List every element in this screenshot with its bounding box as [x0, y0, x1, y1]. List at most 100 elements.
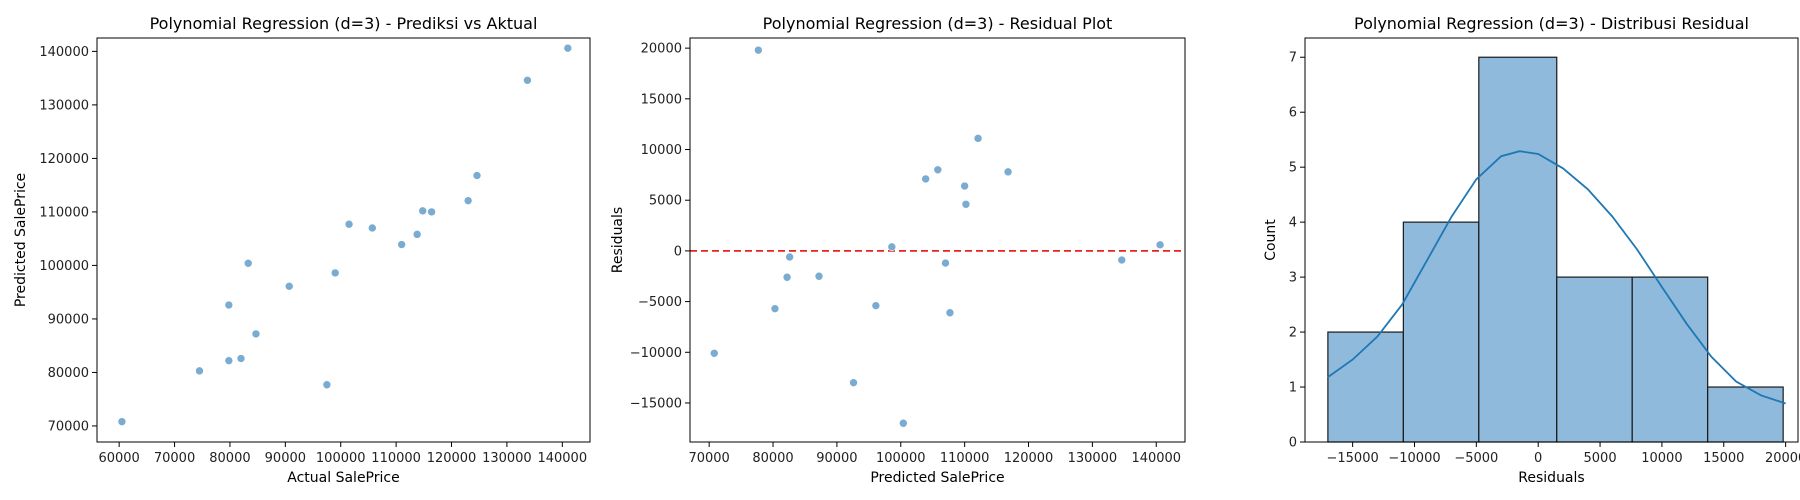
histogram-bar-1	[1327, 331, 1404, 443]
y-tick-label: 120000	[39, 152, 89, 167]
scatter-point-19	[523, 75, 532, 85]
x-tick-label: −15000	[1327, 451, 1379, 466]
chart-title: Polynomial Regression (d=3) - Distribusi…	[1354, 14, 1749, 33]
x-tick-label: 10000	[1641, 451, 1682, 466]
x-tick-label: 80000	[209, 451, 250, 466]
scatter-point-13	[941, 258, 950, 268]
x-tick-label: 0	[1534, 451, 1542, 466]
y-tick-label: 10000	[641, 143, 682, 158]
scatter-point-6	[814, 271, 824, 281]
y-tick-label: 110000	[39, 205, 89, 220]
y-tick-label: 90000	[48, 312, 89, 327]
y-tick-label: 5000	[649, 194, 682, 209]
x-axis-label: Actual SalePrice	[287, 470, 399, 486]
chart-panel-1: Polynomial Regression (d=3) - Prediksi v…	[13, 14, 591, 486]
chart-title: Polynomial Regression (d=3) - Residual P…	[763, 14, 1113, 33]
kde-curve	[1327, 150, 1786, 405]
y-tick-label: 6	[1289, 106, 1297, 121]
scatter-point-17	[973, 134, 983, 143]
scatter-point-18	[1003, 167, 1013, 177]
y-tick-label: 140000	[39, 45, 89, 60]
scatter-point-16	[427, 207, 436, 217]
x-tick-label: 140000	[1131, 451, 1181, 466]
axes-frame	[1304, 37, 1799, 443]
scatter-point-10	[330, 268, 340, 278]
y-tick-label: −10000	[630, 346, 682, 361]
scatter-point-12	[933, 165, 943, 175]
x-tick-label: 60000	[98, 451, 139, 466]
axes-frame	[689, 37, 1186, 443]
x-tick-label: −10000	[1388, 451, 1440, 466]
scatter-point-6	[243, 258, 253, 268]
y-tick-label: 7	[1289, 51, 1297, 66]
scatter-point-9	[887, 242, 897, 252]
x-tick-label: 15000	[1703, 451, 1744, 466]
scatter-point-19	[1117, 255, 1127, 265]
y-axis-label: Residuals	[610, 207, 626, 273]
x-axis-label: Residuals	[1518, 470, 1584, 486]
x-tick-label: 100000	[876, 451, 926, 466]
y-tick-label: 0	[674, 244, 682, 259]
histogram-bar-3	[1478, 56, 1558, 443]
scatter-point-14	[412, 230, 422, 239]
y-tick-label: 2	[1289, 326, 1297, 341]
y-tick-label: 130000	[39, 98, 89, 113]
x-tick-label: 90000	[816, 451, 857, 466]
scatter-point-2	[754, 45, 763, 55]
scatter-point-13	[397, 240, 406, 249]
scatter-point-20	[1155, 240, 1165, 250]
y-tick-label: 70000	[48, 419, 89, 434]
histogram-bar-2	[1402, 221, 1480, 443]
histogram-bar-6	[1707, 386, 1784, 443]
histogram-bar-5	[1631, 276, 1709, 443]
scatter-point-3	[224, 300, 234, 310]
scatter-point-14	[945, 308, 955, 318]
scatter-point-7	[251, 329, 261, 339]
x-tick-label: 70000	[154, 451, 195, 466]
x-tick-label: 5000	[1584, 451, 1617, 466]
scatter-point-8	[871, 301, 881, 310]
scatter-point-5	[785, 252, 794, 262]
x-tick-label: 70000	[688, 451, 729, 466]
scatter-point-11	[344, 219, 354, 229]
y-tick-label: 15000	[641, 92, 682, 107]
histogram-bar-4	[1556, 276, 1633, 443]
scatter-point-7	[849, 378, 858, 387]
scatter-point-1	[709, 348, 719, 358]
x-tick-label: 100000	[316, 451, 366, 466]
x-tick-label: 110000	[371, 451, 421, 466]
scatter-point-12	[368, 223, 377, 233]
scatter-point-4	[224, 356, 234, 365]
scatter-point-10	[899, 418, 908, 428]
x-tick-label: 20000	[1765, 451, 1800, 466]
scatter-point-17	[463, 196, 473, 205]
scatter-point-11	[921, 174, 930, 184]
y-tick-label: 5	[1289, 161, 1297, 176]
x-tick-label: 140000	[537, 451, 587, 466]
x-tick-label: 130000	[1068, 451, 1118, 466]
scatter-point-4	[782, 272, 792, 282]
y-tick-label: 100000	[39, 259, 89, 274]
scatter-point-8	[284, 281, 294, 291]
scatter-point-2	[195, 366, 204, 376]
scatter-point-5	[236, 354, 246, 363]
y-tick-label: 20000	[641, 42, 682, 57]
chart-panel-3: Polynomial Regression (d=3) - Distribusi…	[1263, 14, 1800, 486]
y-tick-label: 4	[1289, 216, 1297, 231]
y-tick-label: 3	[1289, 271, 1297, 286]
x-tick-label: −5000	[1454, 451, 1498, 466]
scatter-point-18	[472, 171, 482, 180]
axes-frame	[96, 37, 591, 443]
x-tick-label: 110000	[940, 451, 990, 466]
chart-title: Polynomial Regression (d=3) - Prediksi v…	[150, 14, 538, 33]
y-axis-label: Predicted SalePrice	[13, 173, 29, 307]
y-tick-label: 1	[1289, 381, 1297, 396]
x-tick-label: 130000	[482, 451, 532, 466]
y-tick-label: −5000	[638, 295, 682, 310]
x-tick-label: 120000	[1004, 451, 1054, 466]
scatter-point-9	[322, 380, 332, 390]
scatter-point-15	[960, 181, 969, 191]
scatter-point-20	[563, 43, 573, 53]
x-tick-label: 90000	[265, 451, 306, 466]
